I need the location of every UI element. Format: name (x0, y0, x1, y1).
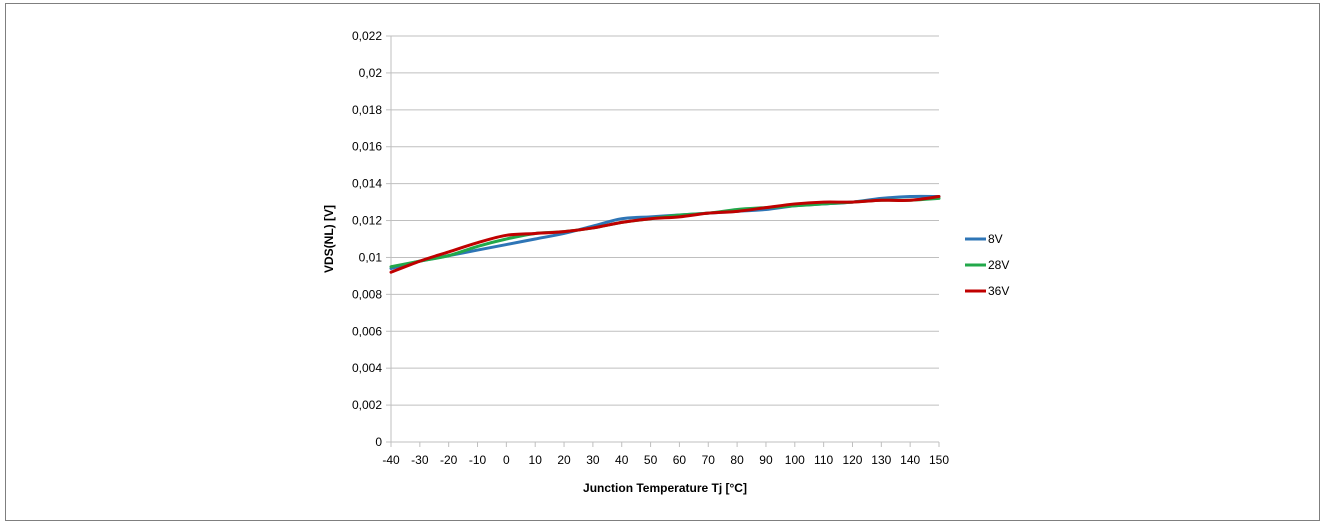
y-tick-label: 0,012 (352, 214, 382, 228)
y-axis-title: VDS(NL) [V] (322, 205, 336, 273)
y-tick-label: 0,022 (352, 29, 382, 43)
x-tick-label: 30 (586, 453, 600, 467)
y-tick-label: 0,018 (352, 103, 382, 117)
axes (386, 35, 940, 447)
legend-label-28v: 28V (988, 258, 1009, 272)
y-tick-label: 0,016 (352, 140, 382, 154)
y-tick-label: 0,014 (352, 177, 382, 191)
x-tick-label: 40 (615, 453, 629, 467)
x-tick-label: 90 (759, 453, 773, 467)
legend: 8V 28V 36V (965, 232, 1009, 298)
y-tick-label: 0,02 (359, 66, 383, 80)
series-line-28v (389, 196, 941, 269)
x-tick-label: 10 (529, 453, 543, 467)
x-tick-label: 130 (871, 453, 891, 467)
x-tick-label: 80 (730, 453, 744, 467)
x-tick-label: 0 (503, 453, 510, 467)
x-tick-label: 70 (702, 453, 716, 467)
y-tick-labels: 0 0,002 0,004 0,006 0,008 0,01 0,012 0,014 0,016… (352, 29, 382, 449)
series-line-36v (389, 195, 941, 274)
x-tick-label: 60 (673, 453, 687, 467)
y-tick-label: 0 (375, 435, 382, 449)
y-tick-label: 0,01 (359, 250, 383, 264)
x-tick-label: -30 (411, 453, 429, 467)
y-tick-label: 0,002 (352, 398, 382, 412)
x-tick-label: 140 (900, 453, 920, 467)
x-tick-label: 20 (557, 453, 571, 467)
x-tick-label: 50 (644, 453, 658, 467)
x-tick-label: 100 (785, 453, 805, 467)
x-tick-label: -20 (440, 453, 458, 467)
y-tick-label: 0,004 (352, 361, 382, 375)
x-tick-label: 150 (929, 453, 949, 467)
x-tick-label: 120 (842, 453, 862, 467)
gridlines (391, 35, 939, 406)
x-tick-label: 110 (814, 453, 833, 467)
x-tick-labels: -40 -30 -20 -10 0 10 20 30 40 50 60 70 80 90 100 110 120… (382, 453, 949, 467)
y-tick-label: 0,006 (352, 324, 382, 338)
y-tick-label: 0,008 (352, 287, 382, 301)
chart-frame (5, 3, 1320, 521)
legend-label-8v: 8V (988, 232, 1003, 246)
x-tick-label: -10 (469, 453, 487, 467)
legend-label-36v: 36V (988, 284, 1009, 298)
series-lines (389, 194, 941, 274)
x-axis-title: Junction Temperature Tj [°C] (583, 481, 747, 495)
x-tick-label: -40 (382, 453, 400, 467)
